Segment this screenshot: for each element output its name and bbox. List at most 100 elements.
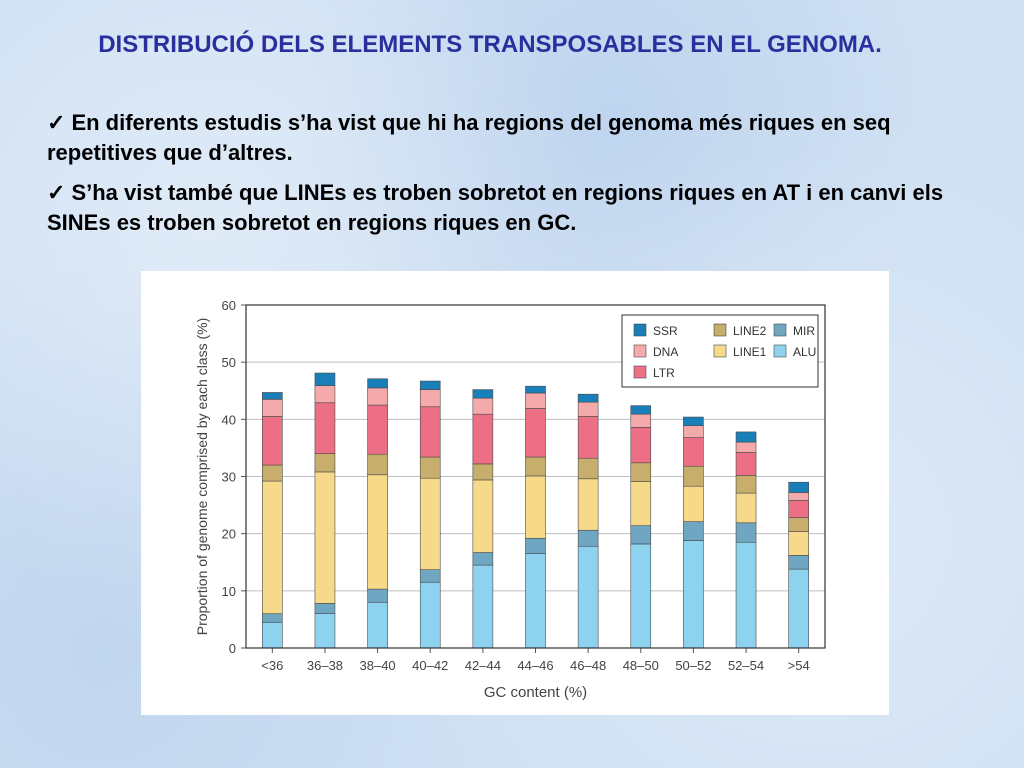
bar-segment-alu <box>472 564 494 649</box>
legend-swatch <box>773 323 787 337</box>
bar-segment-line1 <box>419 477 441 570</box>
bar-segment-dna <box>735 441 757 453</box>
slide-title: DISTRIBUCIÓ DELS ELEMENTS TRANSPOSABLES … <box>98 31 882 58</box>
checkmark-icon: ✓ <box>47 180 66 205</box>
bar-segment-line2 <box>577 457 599 480</box>
bar-segment-ltr <box>735 452 757 476</box>
y-axis-label: Proportion of genome comprised by each c… <box>194 318 210 635</box>
legend-label: LTR <box>653 366 675 380</box>
bar-segment-line2 <box>472 463 494 481</box>
bar-segment-dna <box>419 389 441 408</box>
bar-segment-line1 <box>314 471 336 604</box>
bar-segment-dna <box>683 425 704 438</box>
bar-segment-ssr <box>419 380 441 390</box>
bar-segment-alu <box>367 601 388 649</box>
bar-segment-alu <box>262 621 283 649</box>
bar-segment-line1 <box>577 478 599 531</box>
bar-segment-dna <box>525 392 546 409</box>
bar-segment-alu <box>577 545 599 649</box>
bar-segment-line2 <box>314 453 336 473</box>
bar-segment-line2 <box>788 517 809 532</box>
bullet-item: ✓ S’ha vist també que LINEs es troben sob… <box>47 178 997 238</box>
bar-segment-line2 <box>630 462 652 482</box>
bar-segment-ssr <box>262 392 283 400</box>
bar-segment-mir <box>525 537 546 554</box>
legend-swatch <box>773 344 787 358</box>
bar-segment-ltr <box>630 427 652 464</box>
bar-segment-mir <box>419 569 441 583</box>
y-tick-label: 30 <box>222 470 236 485</box>
y-tick-label: 40 <box>222 412 236 427</box>
bar-segment-line2 <box>262 464 283 482</box>
chart-panel: 0 10 20 30 40 50 60 <36 36–38 38–40 40–42 42–44 44–4… <box>141 271 889 715</box>
bar-segment-dna <box>367 387 388 406</box>
y-tick-label: 50 <box>222 355 236 370</box>
bar-segment-line1 <box>683 485 704 522</box>
bar-segment-line1 <box>367 474 388 590</box>
bar-segment-ltr <box>683 437 704 467</box>
x-tick-label: 40–42 <box>412 658 448 673</box>
bar-segment-dna <box>630 413 652 428</box>
legend-label: SSR <box>653 324 678 338</box>
bar-segment-mir <box>577 529 599 547</box>
plot-frame <box>245 304 826 649</box>
bar-segment-line1 <box>630 481 652 526</box>
bar-segment-alu <box>419 581 441 649</box>
bar-segment-ssr <box>788 481 809 493</box>
bar-segment-ssr <box>630 405 652 415</box>
bar-segment-mir <box>735 522 757 543</box>
bar-segment-dna <box>314 385 336 404</box>
bar-segment-ltr <box>472 413 494 465</box>
bar-segment-ssr <box>472 389 494 399</box>
bar-segment-dna <box>472 397 494 415</box>
x-tick-label: 52–54 <box>728 658 764 673</box>
bar-segment-ssr <box>683 416 704 426</box>
bar-segment-alu <box>525 553 546 649</box>
bar-segment-line1 <box>788 531 809 556</box>
x-tick-label: 44–46 <box>517 658 553 673</box>
bullet-text: S’ha vist també que LINEs es troben sobr… <box>47 180 944 235</box>
legend-swatch <box>713 344 727 358</box>
bar-segment-alu <box>630 543 652 649</box>
x-tick-label: 38–40 <box>360 658 396 673</box>
y-tick-label: 60 <box>222 298 236 313</box>
legend-label: LINE1 <box>733 345 767 359</box>
bullet-item: ✓ En diferents estudis s’ha vist que hi h… <box>47 108 997 168</box>
x-tick-label: 42–44 <box>465 658 501 673</box>
bar-segment-alu <box>735 541 757 649</box>
legend-label: DNA <box>653 345 678 359</box>
bar-segment-mir <box>314 603 336 615</box>
x-tick-label: 36–38 <box>307 658 343 673</box>
checkmark-icon: ✓ <box>47 110 66 135</box>
bar-segment-mir <box>262 613 283 623</box>
legend-swatch <box>633 344 647 358</box>
bar-segment-line2 <box>367 453 388 476</box>
x-tick-label: 48–50 <box>623 658 659 673</box>
bar-segment-ltr <box>367 404 388 455</box>
legend-label: ALU <box>793 345 816 359</box>
bar-segment-line1 <box>472 479 494 553</box>
bar-segment-alu <box>788 568 809 649</box>
bar-segment-ssr <box>314 372 336 386</box>
bar-segment-mir <box>788 555 809 570</box>
stacked-bar-chart: 0 10 20 30 40 50 60 <36 36–38 38–40 40–42 42–44 44–4… <box>194 298 826 701</box>
x-tick-label: 46–48 <box>570 658 606 673</box>
bar-segment-mir <box>630 525 652 545</box>
bar-segment-ssr <box>367 378 388 389</box>
bar-segment-line1 <box>525 475 546 539</box>
x-tick-label: 50–52 <box>675 658 711 673</box>
bar-segment-dna <box>788 492 809 501</box>
x-axis-label: GC content (%) <box>484 684 587 701</box>
bar-segment-ssr <box>577 393 599 403</box>
bar-segment-line2 <box>683 465 704 487</box>
legend-label: LINE2 <box>733 324 767 338</box>
bar-segment-ltr <box>577 416 599 459</box>
legend-swatch <box>633 323 647 337</box>
bar-segment-line2 <box>419 456 441 479</box>
bar-segment-line2 <box>735 475 757 494</box>
legend-swatch <box>713 323 727 337</box>
y-tick-label: 10 <box>222 584 236 599</box>
y-tick-label: 0 <box>229 641 236 656</box>
bar-segment-line1 <box>262 480 283 614</box>
x-tick-label: >54 <box>788 658 810 673</box>
